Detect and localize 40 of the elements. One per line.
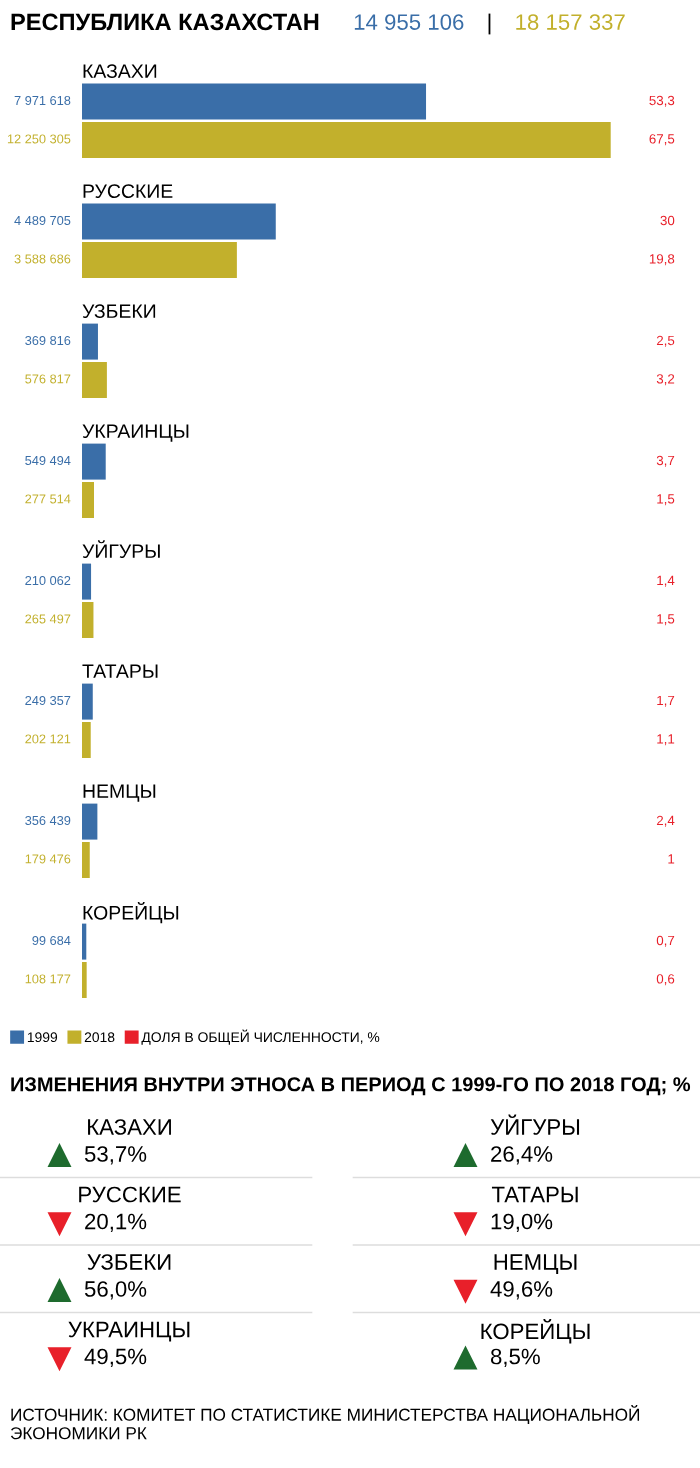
y-tick-label: КАЗАХИ (83, 64, 157, 79)
bar (82, 602, 94, 638)
y-tick-label: УЙГУРЫ (82, 540, 160, 559)
data-label: 53,7% (84, 1146, 147, 1165)
chart-title: РЕСПУБЛИКА КАЗАХСТАН (11, 13, 319, 31)
data-label: 8,5% (490, 1348, 540, 1367)
data-label: 20,1% (85, 1213, 147, 1232)
text: ИСТОЧНИК: КОМИТЕТ ПО СТАТИСТИКЕ МИНИСТЕРСТВА НАЦИОНАЛЬНОЙ ЭКОНОМИКИ РК (10, 1405, 640, 1440)
text: ИЗМЕНЕНИЯ ВНУТРИ ЭТНОСА В ПЕРИОД С 1999-ГО ПО 2018 ГОД; % (11, 1077, 691, 1096)
bar (82, 683, 93, 720)
data-label: 49,5% (84, 1348, 147, 1367)
data-label: 49,6% (490, 1281, 553, 1300)
text: 14 955 106 (354, 14, 464, 30)
data-label: 19,0% (491, 1213, 553, 1232)
bar (82, 362, 107, 398)
bar (82, 842, 90, 878)
y-tick-label: НЕМЦЫ (83, 784, 156, 802)
category-label: КОРЕЙЦЫ (481, 1318, 590, 1344)
bar (82, 323, 98, 360)
y-tick-label: КОРЕЙЦЫ (83, 901, 179, 924)
y-tick-label: УКРАИНЦЫ (82, 424, 189, 442)
data-label: 56,0% (84, 1281, 147, 1300)
y-tick-label: УЗБЕКИ (82, 304, 156, 319)
data-label: 26,4% (491, 1146, 553, 1165)
bar (82, 443, 106, 480)
text: 18 157 337 (516, 14, 625, 30)
category-label: НЕМЦЫ (494, 1254, 577, 1275)
bar (82, 803, 98, 840)
y-tick-label: РУССКИЕ (83, 184, 173, 199)
text: | (488, 13, 491, 35)
bar (82, 203, 276, 240)
y-tick-label: ТАТАРЫ (82, 664, 158, 678)
bar (82, 482, 94, 518)
bar (82, 563, 92, 600)
bar (82, 83, 427, 120)
bar (82, 242, 237, 278)
bar (82, 722, 91, 758)
category-label: УЙГУРЫ (490, 1114, 580, 1135)
bar (82, 122, 611, 158)
category-label: ТАТАРЫ (491, 1186, 578, 1203)
